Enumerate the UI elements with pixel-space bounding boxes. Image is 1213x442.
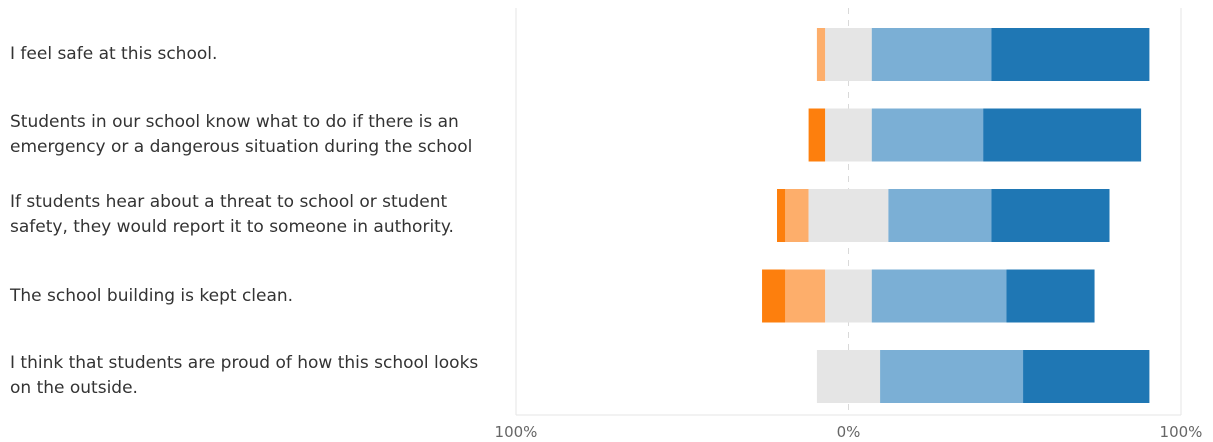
bar-segment-s1-row-3	[777, 189, 786, 242]
category-label: I think that students are proud of how t…	[10, 353, 479, 398]
bar-segment-s3-row-1	[825, 28, 872, 81]
bar-segment-s1-row-2	[808, 108, 826, 162]
bar-segment-s2-row-3	[785, 189, 809, 242]
bar-segment-s3-row-3	[808, 189, 889, 242]
bar-segment-s4-row-2	[871, 108, 984, 162]
bar-segment-s4-row-3	[888, 189, 992, 242]
bar-segment-s3-row-4	[825, 269, 872, 323]
bar-segment-s5-row-3	[991, 189, 1110, 242]
bar-segment-s4-row-5	[880, 350, 1024, 403]
x-tick-label: 100%	[1160, 423, 1203, 441]
x-tick-label: 0%	[837, 423, 861, 441]
tick-layer: 100% 0% 100%	[495, 423, 1203, 441]
bar-segment-s4-row-4	[871, 269, 1007, 323]
axis-layer	[515, 8, 1182, 416]
category-label: If students hear about a threat to schoo…	[10, 192, 454, 237]
x-tick-label: 100%	[495, 423, 538, 441]
category-label: The school building is kept clean.	[10, 286, 294, 306]
category-label: I feel safe at this school.	[10, 44, 218, 64]
bar-segment-s5-row-5	[1023, 350, 1150, 403]
bar-segment-s4-row-1	[871, 28, 992, 81]
bar-layer	[762, 28, 1150, 403]
bar-segment-s2-row-4	[785, 269, 826, 323]
bar-segment-s5-row-2	[983, 108, 1142, 162]
bar-segment-s1-row-4	[762, 269, 786, 323]
bar-segment-s5-row-1	[991, 28, 1150, 81]
bar-segment-s3-row-5	[816, 350, 881, 403]
bar-segment-s3-row-2	[825, 108, 872, 162]
category-label: Students in our school know what to do i…	[10, 112, 473, 157]
bar-segment-s5-row-4	[1006, 269, 1095, 323]
bar-segment-s2-row-1	[816, 28, 826, 81]
